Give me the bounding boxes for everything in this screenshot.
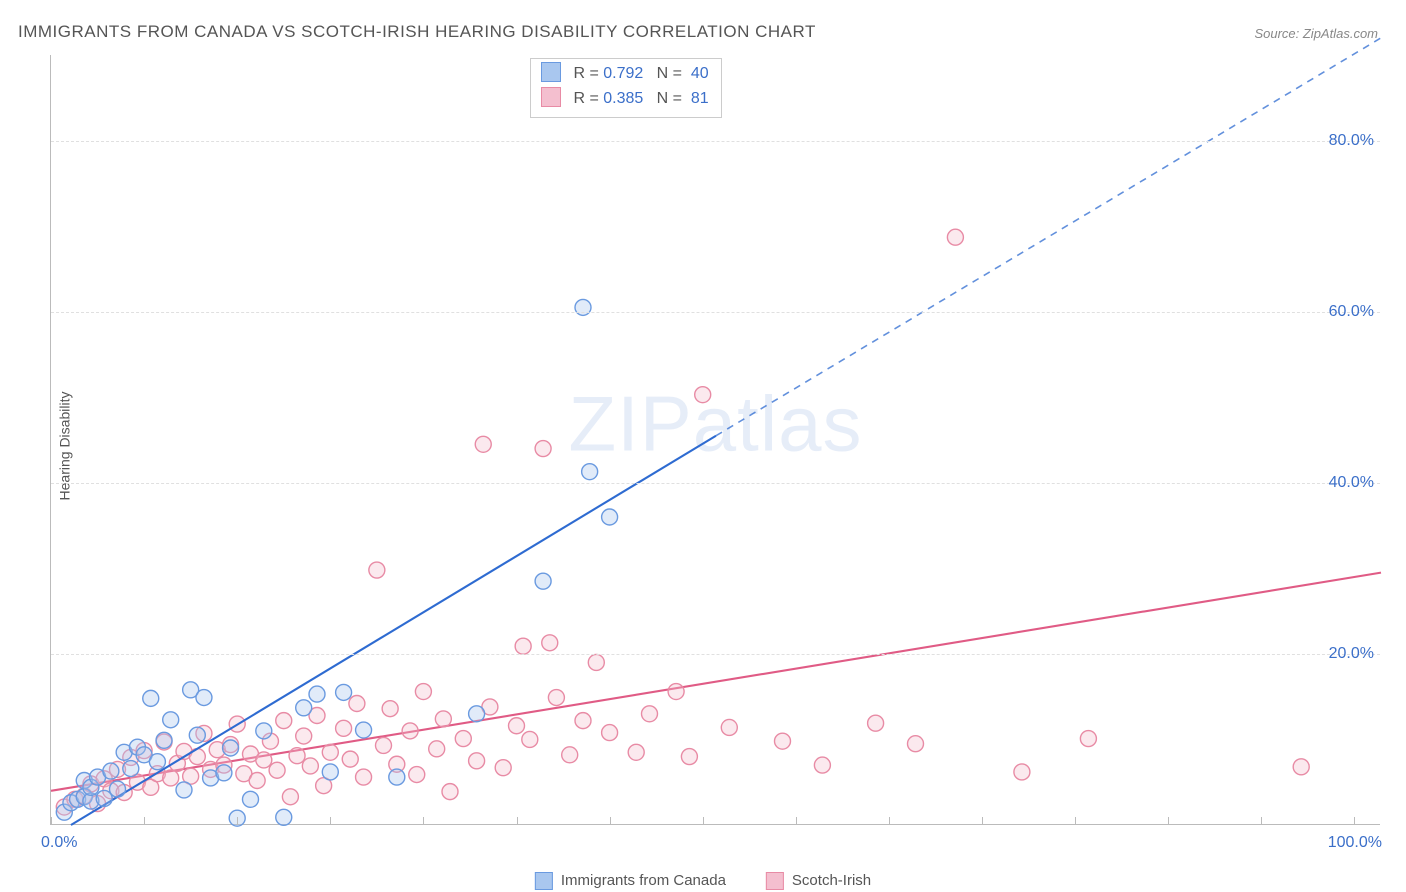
x-tick	[1168, 817, 1169, 825]
x-tick	[51, 817, 52, 825]
chart-svg	[51, 55, 1380, 824]
y-tick-label: 40.0%	[1329, 474, 1374, 492]
x-tick	[703, 817, 704, 825]
plot-area: ZIPatlas 0.0% 100.0% 20.0%40.0%60.0%80.0…	[50, 55, 1380, 825]
x-tick	[144, 817, 145, 825]
x-axis-max-label: 100.0%	[1328, 834, 1382, 852]
legend-row-scotch-irish: R = 0.385 N = 81	[541, 87, 709, 112]
legend-swatch-icon	[535, 872, 553, 890]
series-legend: Immigrants from Canada Scotch-Irish	[535, 872, 871, 890]
gridline	[51, 312, 1380, 313]
x-tick	[610, 817, 611, 825]
x-tick	[796, 817, 797, 825]
x-tick	[237, 817, 238, 825]
x-tick	[517, 817, 518, 825]
gridline	[51, 483, 1380, 484]
x-tick	[1075, 817, 1076, 825]
legend-swatch-icon	[766, 872, 784, 890]
legend-row-canada: R = 0.792 N = 40	[541, 62, 709, 87]
correlation-legend: R = 0.792 N = 40 R = 0.385 N = 81	[530, 58, 722, 118]
legend-swatch-canada	[541, 62, 561, 82]
x-tick	[330, 817, 331, 825]
gridline	[51, 654, 1380, 655]
y-tick-label: 80.0%	[1329, 132, 1374, 150]
x-tick	[1261, 817, 1262, 825]
source-attribution: Source: ZipAtlas.com	[1254, 26, 1378, 41]
x-tick	[423, 817, 424, 825]
chart-title: IMMIGRANTS FROM CANADA VS SCOTCH-IRISH H…	[18, 22, 816, 42]
y-tick-label: 20.0%	[1329, 645, 1374, 663]
x-tick	[982, 817, 983, 825]
x-axis-min-label: 0.0%	[41, 834, 77, 852]
x-tick	[1354, 817, 1355, 825]
legend-item-scotch-irish: Scotch-Irish	[766, 872, 871, 890]
x-tick	[889, 817, 890, 825]
y-tick-label: 60.0%	[1329, 303, 1374, 321]
gridline	[51, 141, 1380, 142]
legend-item-canada: Immigrants from Canada	[535, 872, 726, 890]
legend-swatch-scotch-irish	[541, 87, 561, 107]
